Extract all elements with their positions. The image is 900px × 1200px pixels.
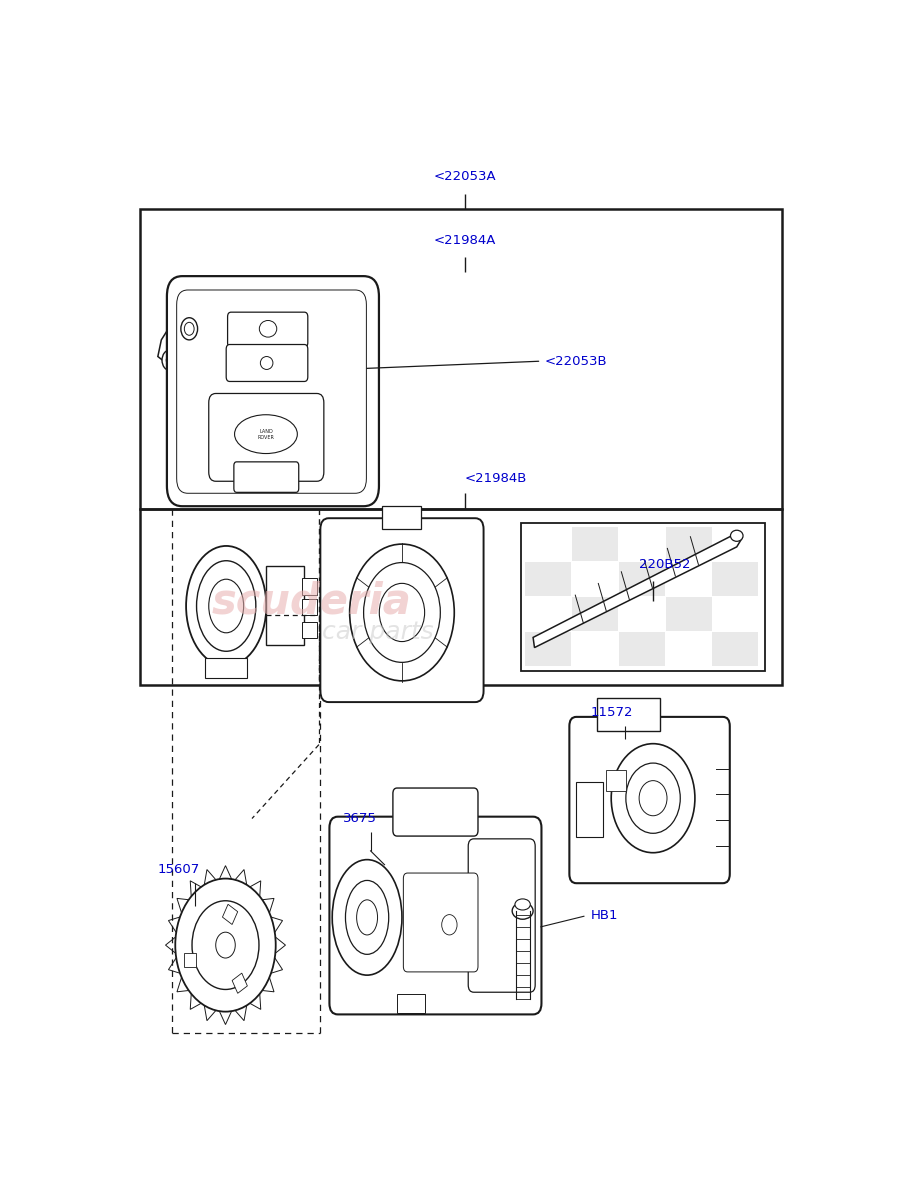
FancyBboxPatch shape [209,394,324,481]
Bar [526,632,572,666]
Bar [302,599,317,616]
Bar [302,622,317,638]
FancyBboxPatch shape [570,716,730,883]
FancyBboxPatch shape [234,462,299,492]
Ellipse shape [626,763,680,833]
Text: 220B52: 220B52 [639,558,690,571]
FancyBboxPatch shape [403,874,478,972]
Text: 15607: 15607 [158,863,200,876]
Text: scuderia: scuderia [212,581,411,623]
Bar [205,658,248,678]
FancyBboxPatch shape [393,788,478,836]
Text: 3675: 3675 [343,812,376,826]
Text: LAND
ROVER: LAND ROVER [257,428,274,439]
Ellipse shape [512,902,533,919]
Text: car parts: car parts [321,620,434,644]
Ellipse shape [611,744,695,853]
Text: HB1: HB1 [590,910,617,922]
Bar [713,632,759,666]
FancyBboxPatch shape [329,817,542,1014]
Ellipse shape [176,878,275,1012]
Bar [526,562,572,596]
Bar [572,527,618,560]
Ellipse shape [442,914,457,935]
Ellipse shape [235,415,297,454]
Bar [397,994,425,1013]
Ellipse shape [379,583,425,642]
Ellipse shape [192,901,259,990]
FancyBboxPatch shape [320,518,483,702]
Bar [713,562,759,596]
Ellipse shape [216,932,235,958]
Ellipse shape [162,350,177,371]
Bar [520,523,765,671]
Text: 11572: 11572 [590,706,633,719]
Bar [222,905,238,924]
Text: <21984B: <21984B [464,472,527,485]
Ellipse shape [181,318,198,340]
Ellipse shape [209,580,244,632]
Bar [382,506,421,529]
FancyBboxPatch shape [468,839,536,992]
Bar [666,527,712,560]
Ellipse shape [166,355,173,365]
Text: <22053A: <22053A [434,170,496,182]
Bar [619,632,665,666]
Bar [140,209,782,509]
Bar [607,770,625,791]
Bar [266,566,304,644]
Bar [232,973,248,994]
Bar [140,509,782,684]
Bar [619,562,665,596]
Ellipse shape [196,560,256,652]
FancyBboxPatch shape [226,344,308,382]
Ellipse shape [515,899,530,910]
FancyBboxPatch shape [228,312,308,347]
FancyBboxPatch shape [176,290,366,493]
Ellipse shape [364,563,440,662]
Ellipse shape [356,900,377,935]
Bar [598,698,660,731]
Ellipse shape [349,544,454,680]
Ellipse shape [186,546,266,666]
Ellipse shape [639,781,667,816]
Bar [572,596,618,631]
FancyBboxPatch shape [166,276,379,506]
Bar [576,781,603,838]
Polygon shape [158,295,259,366]
Bar [302,578,317,595]
Ellipse shape [260,356,273,370]
Ellipse shape [332,859,402,976]
Bar [184,953,195,967]
Polygon shape [533,532,742,648]
Ellipse shape [259,320,277,337]
Bar [666,596,712,631]
Ellipse shape [731,530,743,541]
Ellipse shape [346,881,389,954]
Text: <21984A: <21984A [434,234,496,246]
Ellipse shape [184,323,194,335]
Text: <22053B: <22053B [545,355,608,367]
